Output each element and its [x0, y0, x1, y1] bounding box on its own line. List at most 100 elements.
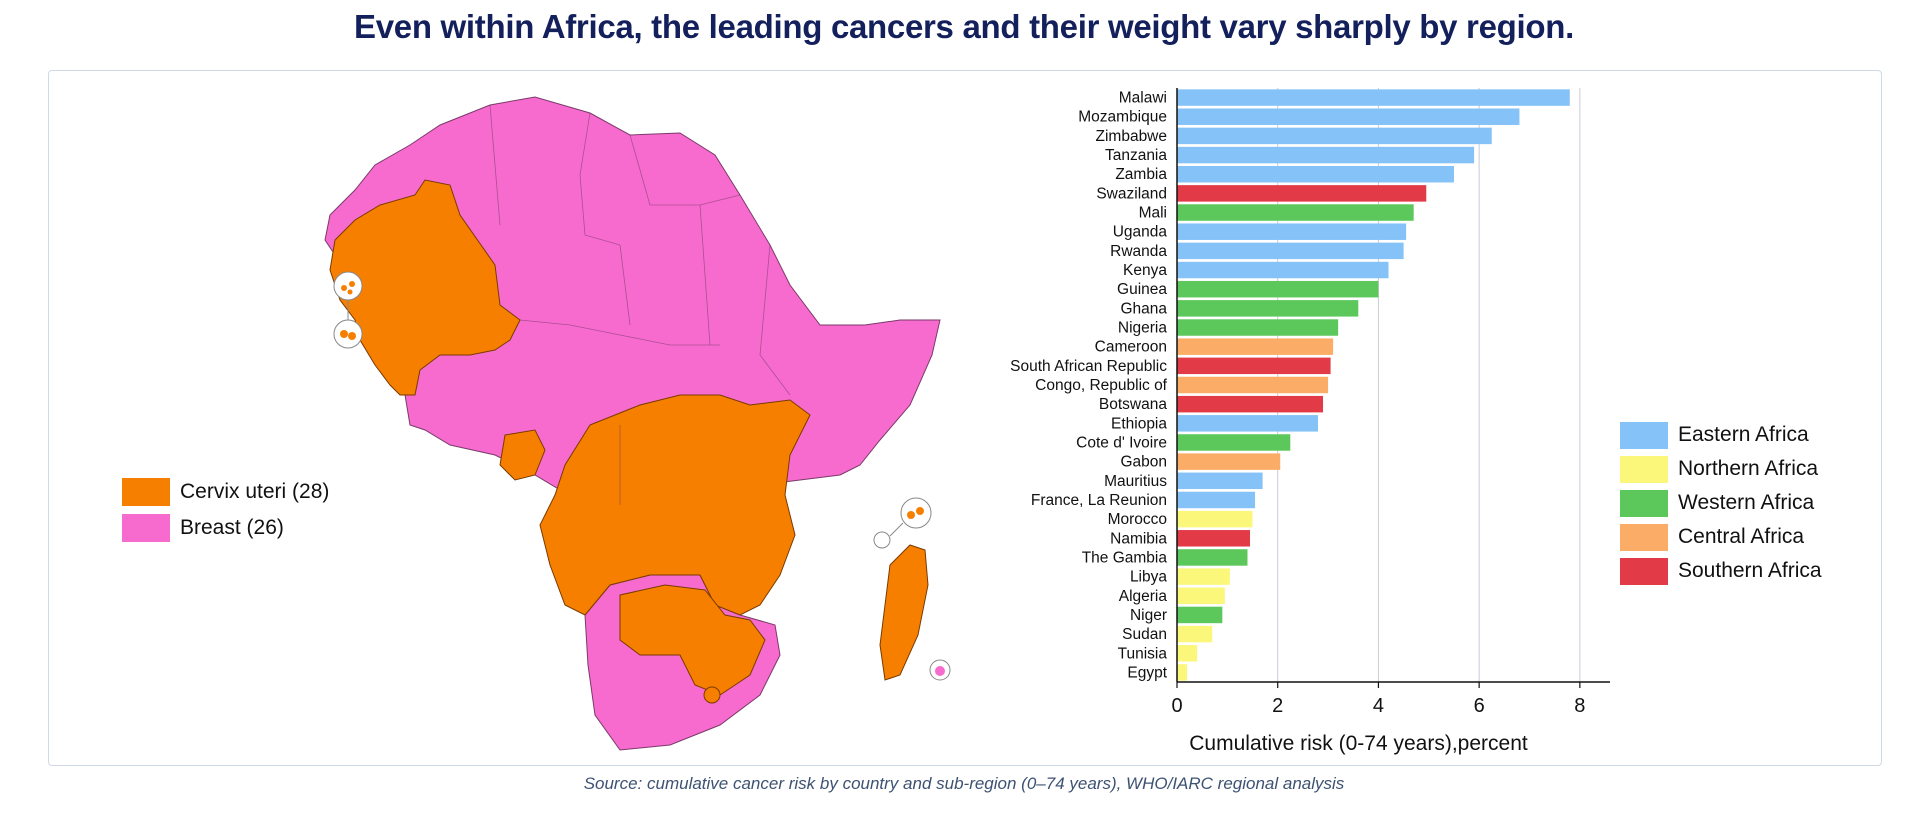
country-label: Tunisia [1118, 645, 1168, 662]
bar-niger [1177, 606, 1223, 624]
figure-panel [48, 70, 1882, 766]
map-legend-item-breast: Breast (26) [122, 510, 329, 546]
bar-france-la-reunion [1177, 491, 1256, 509]
bar-tunisia [1177, 645, 1198, 662]
bar-ghana [1177, 300, 1359, 317]
country-label: Malawi [1119, 90, 1167, 107]
country-label: Mozambique [1078, 109, 1167, 126]
southern-swatch [1620, 557, 1668, 585]
country-label: Mali [1139, 205, 1167, 222]
country-label: South African Republic [1010, 358, 1167, 375]
central-label: Central Africa [1678, 525, 1805, 548]
map-region-cervix-swaziland [703, 686, 721, 704]
country-label: Algeria [1119, 588, 1168, 605]
x-axis-label: Cumulative risk (0-74 years),percent [1189, 732, 1528, 755]
bar-congo-republic-of [1177, 376, 1329, 394]
bar-guinea [1177, 280, 1379, 298]
x-tick-label: 0 [1171, 695, 1182, 717]
bar-kenya [1177, 261, 1389, 279]
bar-zimbabwe [1177, 127, 1492, 145]
western-label: Western Africa [1678, 491, 1815, 514]
breast-swatch [122, 514, 170, 542]
country-label: Zimbabwe [1096, 128, 1168, 145]
legend-item-western: Western Africa [1620, 486, 1822, 520]
country-label: Namibia [1110, 530, 1167, 547]
western-swatch [1620, 489, 1668, 517]
map-inset-mauritius-dot [935, 666, 945, 676]
country-label: Zambia [1115, 166, 1167, 183]
bar-uganda [1177, 223, 1407, 240]
map-borders [489, 104, 791, 505]
country-label: Uganda [1113, 224, 1168, 241]
bar-zambia [1177, 165, 1454, 183]
central-swatch [1620, 523, 1668, 551]
cervix-swatch [122, 478, 170, 506]
cervix-label: Cervix uteri (28) [180, 480, 330, 503]
country-label: Tanzania [1105, 147, 1167, 164]
bar-the-gambia [1177, 549, 1248, 566]
map-inset-mayotte [873, 531, 891, 549]
country-label: Niger [1130, 607, 1167, 624]
map-inset-comoros-dot2 [916, 507, 924, 515]
country-label: Cote d' Ivoire [1076, 434, 1167, 451]
eastern-swatch [1620, 421, 1668, 449]
bar-egypt [1177, 664, 1188, 681]
risk-bar-chart: Malawi Mozambique Zimbabwe Tanzania Zambia Sw… [1010, 88, 1610, 755]
bar-sudan [1177, 625, 1213, 643]
bar-mauritius [1177, 472, 1263, 490]
southern-label: Southern Africa [1678, 559, 1822, 582]
northern-label: Northern Africa [1678, 457, 1819, 480]
bar-malawi [1177, 89, 1570, 106]
africa-map [324, 96, 951, 751]
bar-rwanda [1177, 242, 1404, 260]
bar-algeria [1177, 587, 1225, 605]
legend-item-northern: Northern Africa [1620, 452, 1822, 486]
bar-mozambique [1177, 108, 1520, 125]
country-label: Morocco [1108, 511, 1167, 528]
bar-botswana [1177, 395, 1324, 413]
map-inset-capeverde [333, 271, 363, 349]
bar-tanzania [1177, 146, 1475, 164]
country-label: Egypt [1127, 664, 1167, 681]
bar-mali [1177, 204, 1414, 221]
bar-namibia [1177, 530, 1251, 547]
map-region-cervix-southeast [619, 584, 766, 696]
map-legend: Cervix uteri (28) Breast (26) [122, 474, 329, 546]
country-label: Botswana [1099, 396, 1167, 413]
bar-libya [1177, 568, 1230, 585]
region-legend: Eastern Africa Northern Africa Western A… [1620, 418, 1822, 588]
x-tick-label: 6 [1474, 695, 1485, 717]
country-label: Ghana [1120, 300, 1167, 317]
country-label: Guinea [1117, 281, 1167, 298]
x-tick-label: 2 [1272, 695, 1283, 717]
country-label: Rwanda [1110, 243, 1167, 260]
country-label: Libya [1130, 569, 1167, 586]
map-inset-comoros [900, 497, 932, 529]
country-label: France, La Reunion [1031, 492, 1167, 509]
source-note: Source: cumulative cancer risk by countr… [583, 774, 1345, 793]
map-region-cervix-gabon [499, 429, 546, 481]
x-tick-label: 8 [1574, 695, 1585, 717]
legend-item-southern: Southern Africa [1620, 554, 1822, 588]
map-inset-comoros-dot [907, 511, 915, 519]
bar-south-african-republic [1177, 357, 1331, 375]
country-label: Mauritius [1104, 473, 1167, 490]
bar-morocco [1177, 510, 1253, 528]
country-label: Sudan [1122, 626, 1167, 643]
map-region-cervix-east [539, 394, 811, 616]
country-label: Cameroon [1095, 339, 1167, 356]
country-label: The Gambia [1082, 549, 1168, 566]
bar-nigeria [1177, 319, 1339, 336]
bar-swaziland [1177, 185, 1427, 202]
bar-cameroon [1177, 338, 1334, 355]
legend-item-eastern: Eastern Africa [1620, 418, 1822, 452]
country-label: Swaziland [1096, 185, 1167, 202]
x-tick-label: 4 [1373, 695, 1384, 717]
page-title: Even within Africa, the leading cancers … [354, 8, 1574, 45]
eastern-label: Eastern Africa [1678, 423, 1809, 446]
northern-swatch [1620, 455, 1668, 483]
map-region-madagascar [879, 544, 929, 681]
country-label: Gabon [1120, 454, 1167, 471]
country-label: Congo, Republic of [1035, 377, 1168, 394]
country-label: Kenya [1123, 262, 1167, 279]
